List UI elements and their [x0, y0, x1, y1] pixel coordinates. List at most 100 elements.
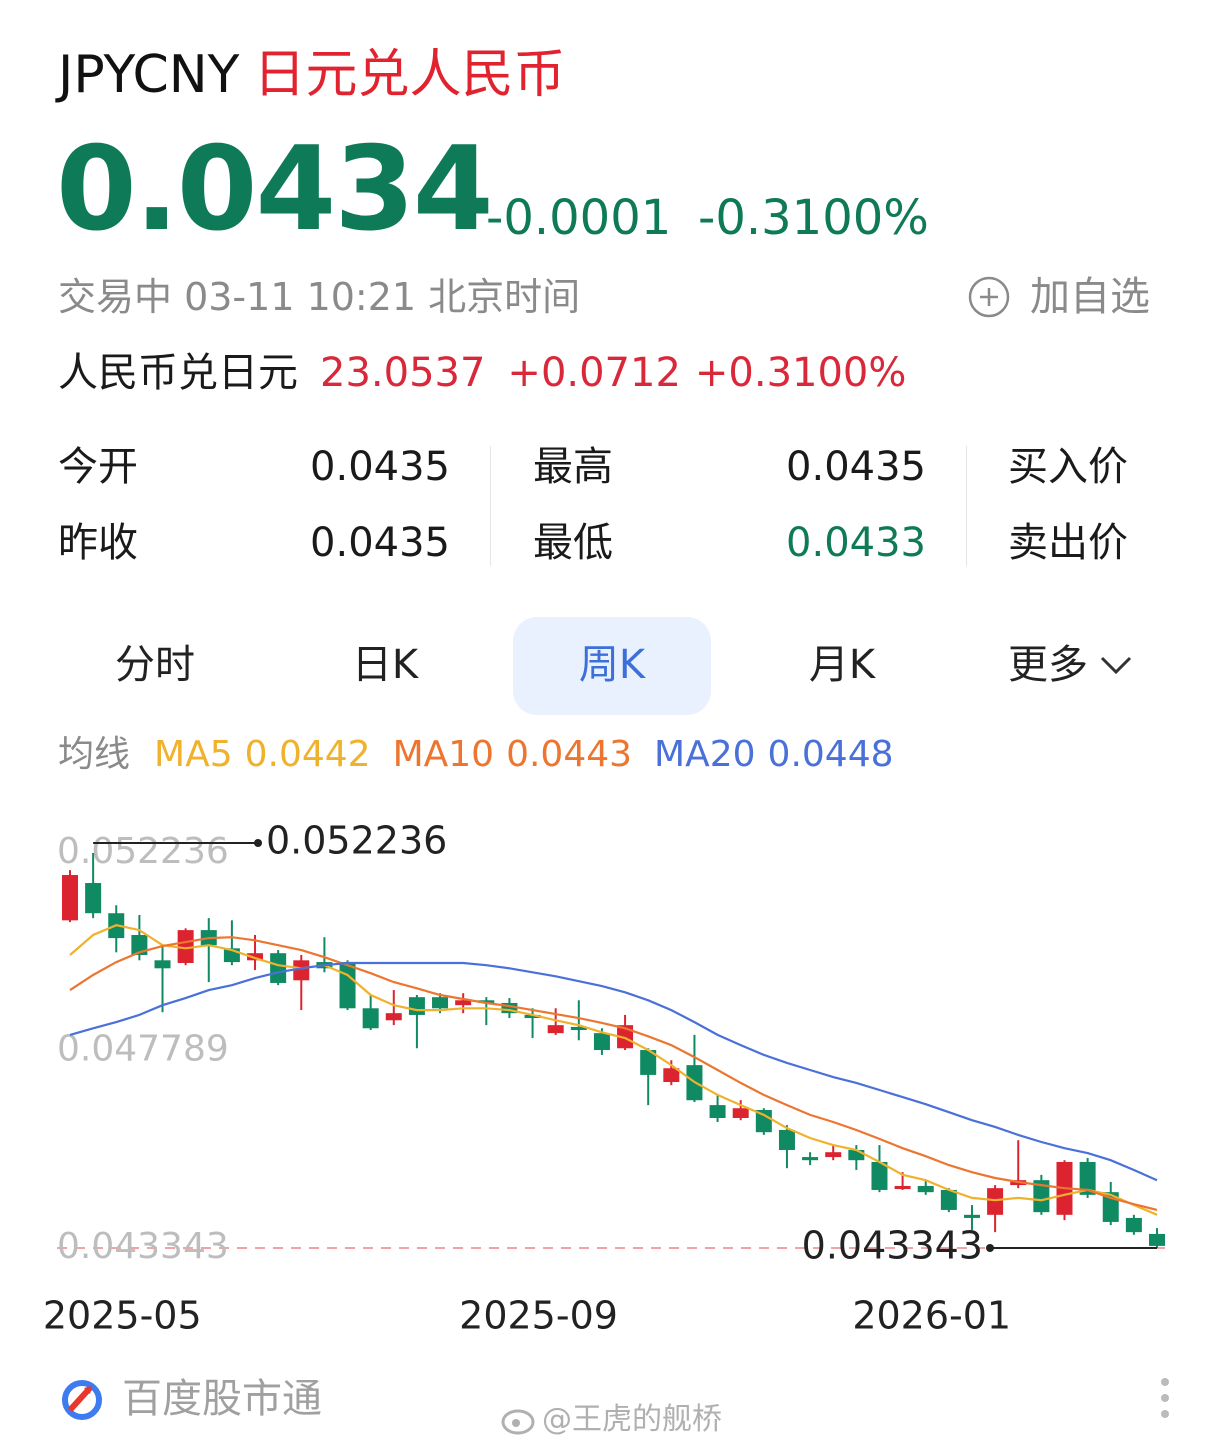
- candle-body: [293, 960, 310, 981]
- symbol: JPYCNY: [58, 45, 240, 105]
- status: 交易中 03-11 10:21 北京时间: [58, 275, 581, 319]
- stat-label: 买入价: [1008, 444, 1128, 490]
- stat-label: 今开: [58, 444, 138, 490]
- high-marker-dot: [254, 839, 262, 847]
- candle-body: [455, 1000, 472, 1006]
- candle-body: [62, 875, 78, 921]
- stat-label: 最高: [533, 444, 613, 490]
- brand-logo: [62, 1380, 102, 1420]
- candle-body: [593, 1033, 610, 1051]
- candle-body: [755, 1109, 772, 1133]
- watermark: @王虎的舰桥: [542, 1402, 722, 1437]
- stat-value: 0.0435: [786, 444, 926, 490]
- watch-button[interactable]: 加自选: [966, 272, 1150, 322]
- candle-body: [1033, 1180, 1050, 1213]
- candle-body: [871, 1161, 888, 1190]
- watermark-icon: [501, 1409, 535, 1435]
- candle-body: [848, 1149, 865, 1161]
- candle-body: [478, 1000, 495, 1003]
- legend-value: 0.0443: [506, 734, 633, 775]
- tab[interactable]: 分时: [115, 642, 195, 688]
- price: 0.0434: [56, 122, 494, 257]
- active-tab-bg: [513, 617, 711, 715]
- candle-body: [802, 1157, 819, 1161]
- x-tick-label: 2026-01: [852, 1294, 1011, 1338]
- ma-line: [69, 961, 1158, 1182]
- stat-value: 0.0435: [310, 444, 450, 490]
- inverse-change: +0.0712: [507, 350, 681, 396]
- high-marker-label: 0.052236: [266, 819, 447, 863]
- ma-label: 均线: [58, 734, 131, 775]
- menu-button[interactable]: [1155, 1376, 1175, 1422]
- ma-legend: 均线 MA5 0.0442 MA10 0.0443 MA20 0.0448: [58, 732, 916, 778]
- candle-body: [617, 1025, 634, 1049]
- candle-body: [85, 883, 102, 914]
- x-tick-label: 2025-09: [459, 1294, 618, 1338]
- inverse-label: 人民币兑日元: [58, 350, 298, 396]
- stat-value: 0.0435: [310, 520, 450, 566]
- candle-body: [547, 1025, 564, 1034]
- inverse-price: 23.0537: [320, 350, 486, 396]
- chart: 0.052236 0.047789 0.043343 2025-05 2025-09 20…: [43, 819, 1165, 1338]
- legend-value: 0.0442: [244, 734, 371, 775]
- stat-value: 0.0433: [786, 520, 926, 566]
- candle-body: [247, 953, 264, 961]
- candle-body: [894, 1185, 911, 1190]
- ma-line: [69, 924, 1158, 1216]
- candle-body: [940, 1189, 957, 1210]
- candle-body: [432, 997, 449, 1009]
- stat-label: 最低: [533, 520, 613, 566]
- x-tick-label: 2025-05: [43, 1294, 202, 1338]
- candle-body: [640, 1050, 657, 1075]
- legend-name: MA10: [392, 734, 495, 775]
- candle-body: [570, 1026, 587, 1031]
- candle-body: [732, 1108, 749, 1118]
- candle-body: [270, 953, 287, 983]
- y-tick-label: 0.047789: [57, 1029, 229, 1070]
- candle-body: [408, 997, 425, 1015]
- legend-name: MA5: [154, 734, 233, 775]
- legend-value: 0.0448: [767, 734, 894, 775]
- chevron: [1100, 656, 1132, 675]
- ma-line: [69, 936, 1158, 1211]
- candle-body: [917, 1185, 934, 1193]
- legend-name: MA20: [654, 734, 756, 775]
- candle-body: [987, 1188, 1004, 1215]
- candle-body: [709, 1105, 726, 1118]
- candle-body: [1079, 1161, 1096, 1195]
- brand: 百度股市通: [122, 1376, 322, 1422]
- candle-body: [663, 1068, 680, 1083]
- change: -0.0001: [486, 190, 672, 246]
- tab[interactable]: 日K: [351, 642, 419, 688]
- low-marker-label: 0.043343: [802, 1224, 983, 1268]
- inverse-change-pct: +0.3100%: [694, 350, 907, 396]
- inverse-row: 人民币兑日元 23.0537 +0.0712 +0.3100%: [58, 348, 906, 398]
- candle-body: [339, 962, 356, 1009]
- divider: [490, 446, 491, 566]
- stat-label: 卖出价: [1008, 520, 1128, 566]
- candle-body: [963, 1214, 980, 1218]
- candle-body: [362, 1008, 379, 1029]
- plus-icon: [968, 276, 1010, 318]
- candle-body: [501, 1002, 518, 1014]
- tab-active[interactable]: 周K: [578, 642, 646, 688]
- candle-body: [778, 1129, 795, 1150]
- pair-name: 日元兑人民币: [253, 45, 566, 105]
- title: JPYCNY 日元兑人民币: [58, 40, 565, 110]
- watch-label: 加自选: [1030, 274, 1150, 320]
- low-marker-dot: [986, 1244, 994, 1252]
- candle-body: [385, 1013, 402, 1021]
- candle-body: [131, 934, 148, 955]
- y-tick-label: 0.052236: [57, 831, 229, 872]
- candle-body: [825, 1152, 842, 1158]
- change-pct: -0.3100%: [698, 190, 929, 246]
- candle-body: [177, 930, 194, 963]
- candle-body: [1149, 1233, 1165, 1246]
- divider: [966, 446, 967, 566]
- candle-body: [154, 960, 171, 969]
- candle-body: [524, 1014, 541, 1019]
- tab[interactable]: 月K: [808, 642, 876, 688]
- tab[interactable]: 更多: [1008, 642, 1088, 688]
- stat-label: 昨收: [58, 520, 138, 566]
